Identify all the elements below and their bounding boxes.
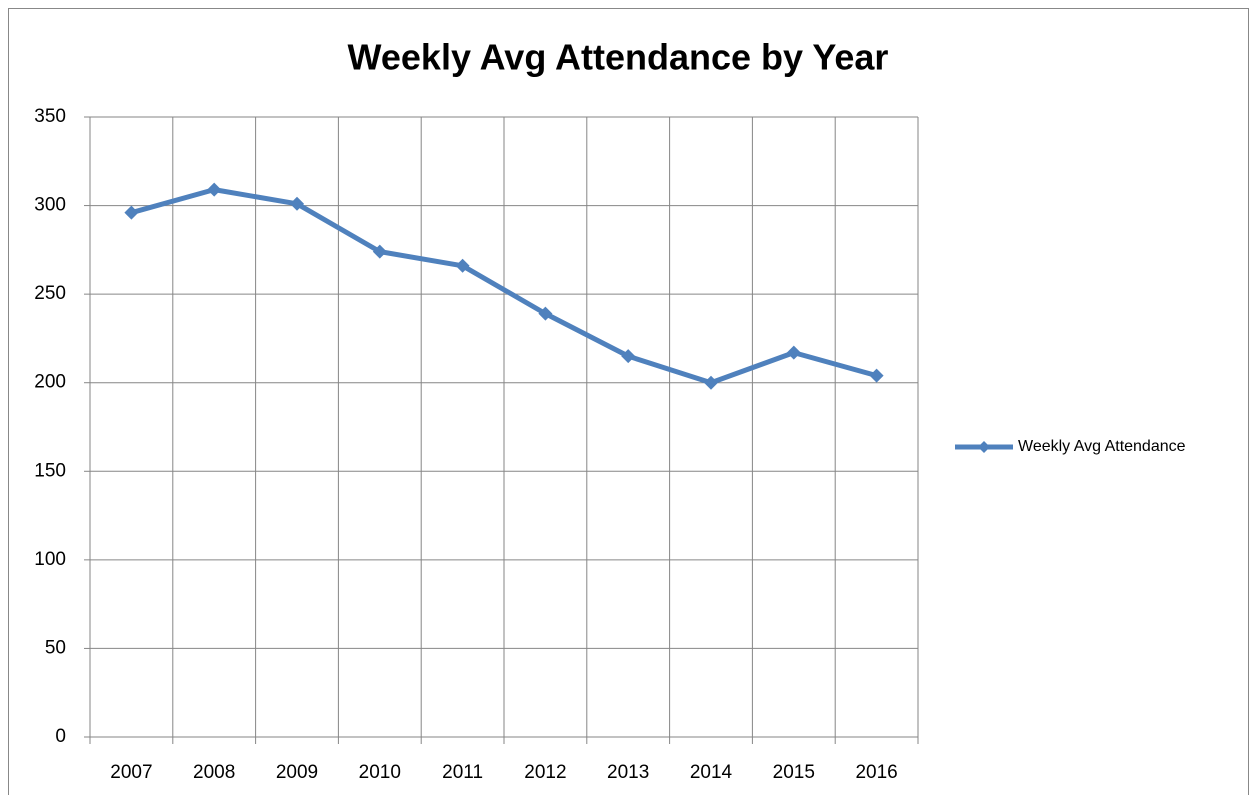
x-tick-label: 2009 [276,762,318,783]
data-point [372,244,387,259]
y-tick-label: 0 [55,726,66,747]
data-point [207,182,222,197]
x-tick-label: 2016 [855,762,897,783]
legend-label: Weekly Avg Attendance [1018,438,1186,455]
series-line [130,187,878,386]
data-point [621,349,636,364]
x-tick-label: 2013 [607,762,649,783]
y-tick-label: 100 [34,549,66,570]
data-point [786,345,801,360]
chart-title: Weekly Avg Attendance by Year [348,37,889,78]
data-point [124,205,139,220]
data-point [290,196,304,211]
y-tick-label: 250 [34,283,66,304]
data-point [538,306,553,321]
data-point [455,258,470,273]
data-point [869,368,884,383]
chart-frame [8,8,1249,795]
x-tick-label: 2012 [524,762,566,783]
y-tick-label: 50 [45,637,66,658]
x-tick-label: 2014 [690,762,733,783]
x-tick-label: 2010 [359,762,401,783]
legend-marker [978,441,990,453]
x-tick-label: 2011 [442,762,483,783]
x-tick-label: 2007 [110,762,152,783]
x-tick-label: 2008 [193,762,235,783]
y-tick-label: 350 [34,106,66,127]
data-point [704,375,718,390]
y-tick-label: 150 [34,460,66,481]
y-tick-label: 200 [34,372,66,393]
y-tick-label: 300 [34,195,66,216]
x-tick-label: 2015 [773,762,815,783]
